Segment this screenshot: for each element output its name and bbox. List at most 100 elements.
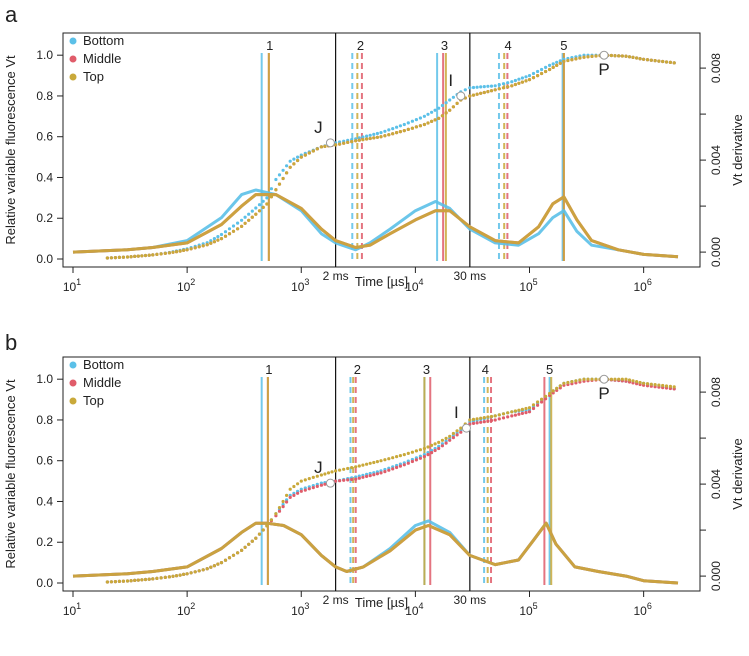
- vt-point: [372, 460, 376, 465]
- vt-point: [319, 145, 323, 149]
- vt-point: [285, 164, 289, 168]
- vt-point: [524, 75, 528, 79]
- vt-point: [231, 224, 236, 228]
- vt-point: [613, 377, 617, 381]
- vt-point: [185, 572, 189, 576]
- vt-point: [109, 580, 113, 584]
- plot-frame: [62, 32, 701, 268]
- legend-swatch: [69, 379, 77, 387]
- x-tick-label: 103: [291, 601, 309, 618]
- vt-point: [216, 238, 220, 242]
- vt-point: [558, 61, 562, 65]
- x-tick-exponent: 5: [533, 277, 538, 287]
- vt-point: [274, 188, 278, 192]
- vt-point: [216, 235, 220, 239]
- vt-point: [319, 483, 323, 487]
- vt-point: [303, 488, 307, 492]
- vt-point: [594, 377, 598, 381]
- vt-point: [638, 380, 642, 385]
- vt-point: [113, 256, 117, 260]
- legend-swatch: [69, 37, 77, 45]
- jip-marker: [461, 423, 471, 433]
- vt-point: [147, 253, 151, 257]
- vt-point: [451, 95, 455, 99]
- vt-point: [638, 57, 642, 61]
- vt-point: [323, 482, 327, 486]
- vt-point: [269, 187, 273, 191]
- phase-label: 4: [505, 38, 512, 53]
- jip-marker: [456, 91, 466, 101]
- y2-tick-label: 0.008: [709, 53, 723, 83]
- vt-point: [216, 562, 220, 566]
- vt-point: [513, 78, 518, 83]
- vt-point: [440, 103, 444, 108]
- vt-point: [440, 444, 444, 448]
- vt-point: [346, 466, 350, 471]
- vt-point: [395, 125, 399, 129]
- vt-point: [517, 408, 521, 412]
- vt-point: [410, 126, 414, 130]
- x-tick-base: 10: [633, 280, 647, 294]
- vt-point: [493, 84, 497, 88]
- vt-point: [566, 58, 570, 63]
- x-tick-base: 10: [405, 280, 419, 294]
- vt-point: [558, 384, 562, 388]
- derivative-line: [72, 519, 679, 585]
- vt-point: [236, 551, 240, 555]
- vt-point: [155, 576, 159, 581]
- vt-point: [346, 478, 350, 482]
- vt-point: [426, 112, 430, 116]
- vt-point: [219, 237, 224, 241]
- vt-point: [281, 168, 285, 172]
- vt-point: [354, 139, 358, 143]
- vt-point: [486, 415, 490, 419]
- vt-point: [426, 121, 430, 125]
- vt-point: [506, 85, 510, 89]
- vt-point: [387, 457, 391, 461]
- vt-point: [182, 572, 186, 577]
- vt-point: [555, 60, 559, 64]
- vt-point: [513, 409, 518, 413]
- vt-point: [426, 445, 430, 449]
- vt-point: [361, 463, 365, 467]
- vt-point: [357, 476, 361, 480]
- x-tick-label: 103: [291, 277, 309, 294]
- vt-point: [285, 500, 289, 504]
- vt-point: [121, 255, 125, 259]
- vt-point: [368, 461, 372, 465]
- vt-point: [379, 135, 383, 139]
- vt-point: [668, 60, 673, 64]
- vt-point: [455, 101, 459, 105]
- vt-point: [433, 448, 437, 453]
- vt-point: [406, 461, 410, 465]
- vt-point: [548, 67, 552, 72]
- vt-point: [578, 378, 582, 382]
- vt-point: [497, 417, 501, 421]
- vt-point: [590, 54, 594, 59]
- vt-point: [627, 55, 632, 59]
- vt-point: [451, 436, 455, 440]
- vt-point: [281, 499, 285, 504]
- y2-tick-label: 0.000: [709, 561, 723, 591]
- vt-point: [574, 57, 578, 61]
- vt-point: [520, 411, 525, 415]
- vt-point: [354, 465, 358, 469]
- vt-point: [277, 506, 282, 510]
- y2-axis-title: Vt derivative: [730, 438, 745, 510]
- x-tick-exponent: 2: [190, 601, 195, 611]
- vt-point: [479, 416, 483, 420]
- vt-point: [136, 254, 140, 258]
- vt-point: [479, 91, 483, 95]
- vt-point: [501, 82, 506, 86]
- vt-point: [125, 255, 130, 259]
- vt-point: [307, 151, 311, 155]
- x-tick-base: 10: [291, 604, 305, 618]
- legend-label: Bottom: [83, 357, 124, 372]
- vt-point: [558, 59, 562, 63]
- vt-point: [236, 227, 240, 231]
- vt-point: [231, 229, 236, 233]
- vt-point: [551, 62, 555, 66]
- vt-point: [387, 133, 391, 137]
- x-tick-base: 10: [63, 280, 77, 294]
- vt-point: [524, 406, 528, 411]
